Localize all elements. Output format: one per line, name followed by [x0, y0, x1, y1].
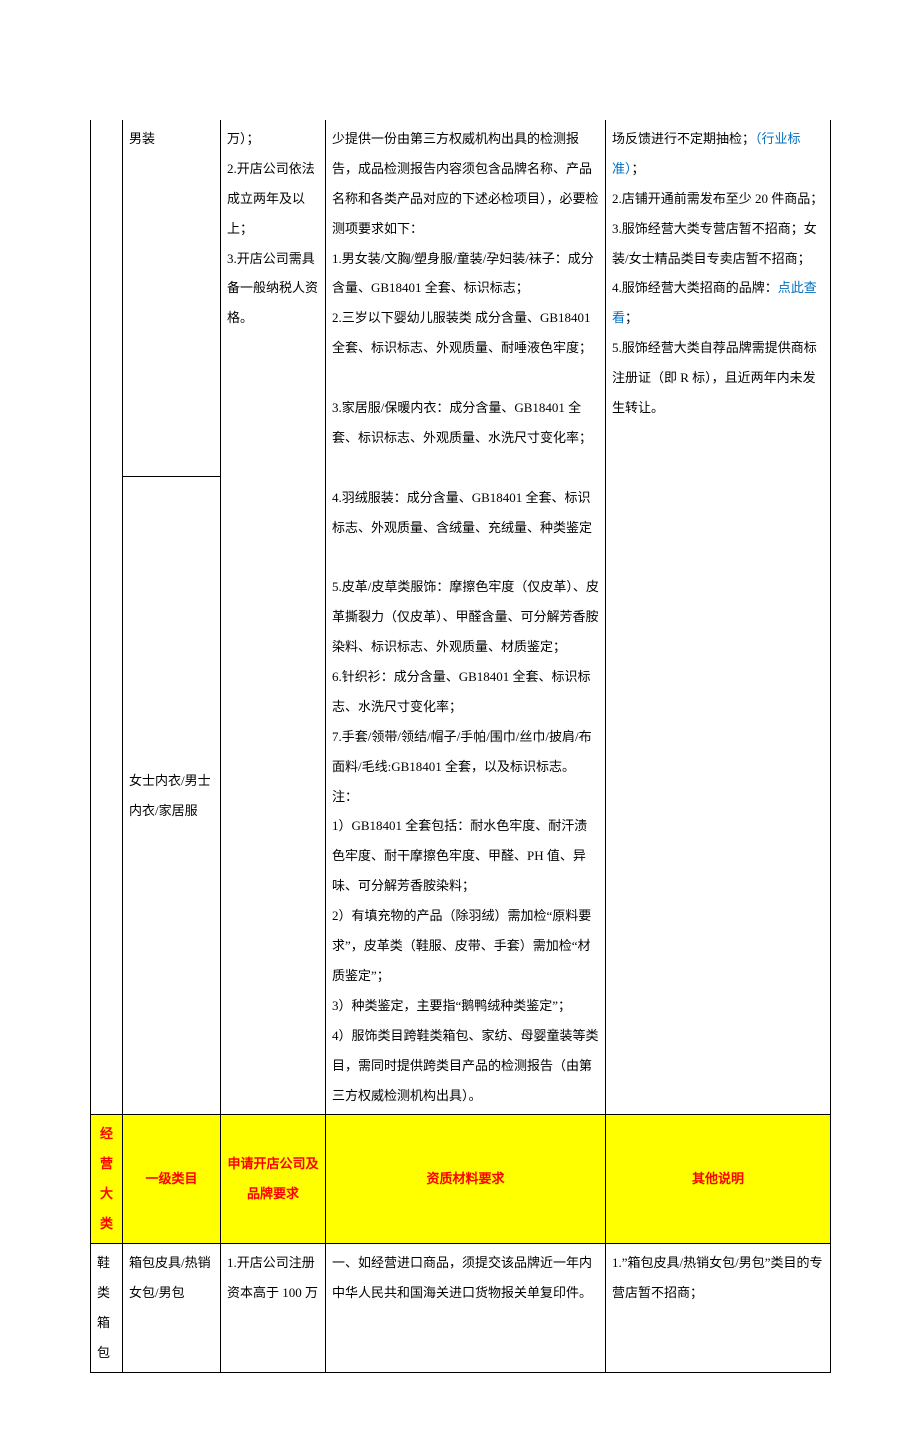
cell-category-level1: 女士内衣/男士内衣/家居服 [123, 476, 221, 1115]
cell-other-notes: 场反馈进行不定期抽检；（行业标准）； 2.店铺开通前需发布至少 20 件商品； … [606, 120, 831, 1115]
cell-category-major [91, 120, 123, 1115]
cell-qualification: 少提供一份由第三方权威机构出具的检测报告，成品检测报告内容须包含品牌名称、产品名… [326, 120, 606, 1115]
header-qualification: 资质材料要求 [326, 1115, 606, 1244]
table-row: 男装 万）； 2.开店公司依法成立两年及以上； 3.开店公司需具备一般纳税人资格… [91, 120, 831, 476]
header-other-notes: 其他说明 [606, 1115, 831, 1244]
cell-qualification: 一、如经营进口商品，须提交该品牌近一年内中华人民共和国海关进口货物报关单复印件。 [326, 1243, 606, 1372]
cell-company-req: 1.开店公司注册资本高于 100 万 [221, 1243, 326, 1372]
header-major-category: 经营大类 [91, 1115, 123, 1244]
requirements-table: 男装 万）； 2.开店公司依法成立两年及以上； 3.开店公司需具备一般纳税人资格… [90, 120, 831, 1373]
notes-text-mid: ； 2.店铺开通前需发布至少 20 件商品； 3.服饰经营大类专营店暂不招商；女… [612, 161, 823, 296]
cell-company-req: 万）； 2.开店公司依法成立两年及以上； 3.开店公司需具备一般纳税人资格。 [221, 120, 326, 1115]
header-level1-category: 一级类目 [123, 1115, 221, 1244]
cell-other-notes: 1.”箱包皮具/热销女包/男包”类目的专营店暂不招商； [606, 1243, 831, 1372]
cell-category-major: 鞋类箱包 [91, 1243, 123, 1372]
table-header-row: 经营大类 一级类目 申请开店公司及品牌要求 资质材料要求 其他说明 [91, 1115, 831, 1244]
header-company-req: 申请开店公司及品牌要求 [221, 1115, 326, 1244]
cell-category-level1: 箱包皮具/热销女包/男包 [123, 1243, 221, 1372]
notes-text-pre: 场反馈进行不定期抽检； [612, 131, 755, 146]
table-row: 鞋类箱包 箱包皮具/热销女包/男包 1.开店公司注册资本高于 100 万 一、如… [91, 1243, 831, 1372]
cell-category-level1: 男装 [123, 120, 221, 476]
notes-text-post: ； 5.服饰经营大类自荐品牌需提供商标注册证（即 R 标），且近两年内未发生转让… [612, 310, 817, 415]
